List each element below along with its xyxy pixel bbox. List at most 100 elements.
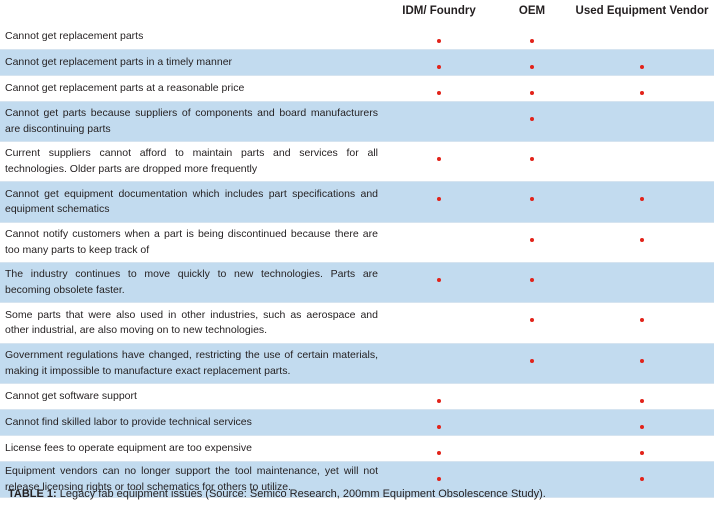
issue-cell: Current suppliers cannot afford to maint… — [0, 141, 384, 182]
table-body: Cannot get replacement parts Cannot get r… — [0, 24, 714, 498]
table-row: Cannot get parts because suppliers of co… — [0, 101, 714, 142]
mark-cell-oem — [494, 49, 570, 76]
mark-cell-oem — [494, 141, 570, 182]
mark-cell-used — [570, 461, 714, 498]
bullet-dot-icon — [437, 451, 441, 455]
mark-cell-used — [570, 222, 714, 263]
issue-cell: Cannot notify customers when a part is b… — [0, 222, 384, 263]
header-issue — [0, 0, 384, 24]
bullet-dot-icon — [437, 425, 441, 429]
bullet-dot-icon — [437, 157, 441, 161]
mark-cell-idm — [384, 409, 494, 436]
table-row: Some parts that were also used in other … — [0, 302, 714, 344]
bullet-dot-icon — [437, 39, 441, 43]
mark-cell-idm — [384, 101, 494, 142]
mark-cell-used — [570, 75, 714, 102]
bullet-dot-icon — [640, 318, 644, 322]
mark-cell-idm — [384, 383, 494, 410]
issue-cell: The industry continues to move quickly t… — [0, 262, 384, 303]
mark-cell-used — [570, 141, 714, 182]
table-row: Government regulations have changed, res… — [0, 343, 714, 384]
issue-cell: Cannot get replacement parts in a timely… — [0, 49, 384, 76]
mark-cell-used — [570, 49, 714, 76]
mark-cell-idm — [384, 75, 494, 102]
mark-cell-oem — [494, 222, 570, 263]
mark-cell-idm — [384, 343, 494, 384]
bullet-dot-icon — [530, 359, 534, 363]
table-row: Cannot get replacement parts in a timely… — [0, 49, 714, 76]
issue-cell: Cannot get replacement parts — [0, 24, 384, 50]
mark-cell-oem — [494, 461, 570, 498]
header-idm-foundry: IDM/ Foundry — [384, 0, 494, 24]
bullet-dot-icon — [530, 278, 534, 282]
bullet-dot-icon — [640, 65, 644, 69]
issue-cell: Some parts that were also used in other … — [0, 302, 384, 344]
mark-cell-oem — [494, 262, 570, 303]
issue-cell: License fees to operate equipment are to… — [0, 435, 384, 462]
issue-cell: Cannot get replacement parts at a reason… — [0, 75, 384, 102]
mark-cell-used — [570, 435, 714, 462]
issue-cell: Equipment vendors can no longer support … — [0, 461, 384, 498]
bullet-dot-icon — [640, 197, 644, 201]
issue-cell: Cannot get equipment documentation which… — [0, 181, 384, 223]
bullet-dot-icon — [640, 451, 644, 455]
bullet-dot-icon — [640, 425, 644, 429]
bullet-dot-icon — [530, 318, 534, 322]
bullet-dot-icon — [640, 359, 644, 363]
bullet-dot-icon — [640, 91, 644, 95]
bullet-dot-icon — [437, 65, 441, 69]
table-row: Cannot get replacement parts at a reason… — [0, 75, 714, 102]
table-row: License fees to operate equipment are to… — [0, 435, 714, 462]
mark-cell-idm — [384, 302, 494, 344]
mark-cell-idm — [384, 141, 494, 182]
header-oem: OEM — [494, 0, 570, 24]
mark-cell-oem — [494, 24, 570, 50]
mark-cell-idm — [384, 49, 494, 76]
issue-cell: Government regulations have changed, res… — [0, 343, 384, 384]
table-header: IDM/ Foundry OEM Used Equipment Vendor — [0, 0, 714, 24]
mark-cell-used — [570, 262, 714, 303]
caption-text: Legacy fab equipment issues (Source: Sem… — [56, 488, 546, 500]
mark-cell-idm — [384, 181, 494, 223]
mark-cell-idm — [384, 222, 494, 263]
mark-cell-idm — [384, 435, 494, 462]
mark-cell-used — [570, 101, 714, 142]
mark-cell-oem — [494, 343, 570, 384]
table-row: Cannot notify customers when a part is b… — [0, 222, 714, 263]
table-row: Cannot get replacement parts — [0, 24, 714, 50]
bullet-dot-icon — [437, 91, 441, 95]
bullet-dot-icon — [530, 197, 534, 201]
mark-cell-oem — [494, 181, 570, 223]
issue-cell: Cannot get software support — [0, 383, 384, 410]
mark-cell-oem — [494, 101, 570, 142]
table-caption: TABLE 1: Legacy fab equipment issues (So… — [8, 488, 546, 500]
bullet-dot-icon — [640, 477, 644, 481]
bullet-dot-icon — [530, 39, 534, 43]
bullet-dot-icon — [530, 238, 534, 242]
mark-cell-idm — [384, 24, 494, 50]
bullet-dot-icon — [437, 477, 441, 481]
issue-cell: Cannot find skilled labor to provide tec… — [0, 409, 384, 436]
mark-cell-oem — [494, 409, 570, 436]
bullet-dot-icon — [530, 157, 534, 161]
mark-cell-idm — [384, 262, 494, 303]
table-row: Current suppliers cannot afford to maint… — [0, 141, 714, 182]
bullet-dot-icon — [437, 197, 441, 201]
mark-cell-oem — [494, 302, 570, 344]
table-row: Cannot find skilled labor to provide tec… — [0, 409, 714, 436]
bullet-dot-icon — [437, 278, 441, 282]
bullet-dot-icon — [640, 399, 644, 403]
bullet-dot-icon — [640, 238, 644, 242]
mark-cell-used — [570, 383, 714, 410]
table-row: Cannot get software support — [0, 383, 714, 410]
mark-cell-used — [570, 343, 714, 384]
bullet-dot-icon — [437, 399, 441, 403]
issues-table: IDM/ Foundry OEM Used Equipment Vendor C… — [0, 0, 714, 498]
mark-cell-used — [570, 24, 714, 50]
mark-cell-used — [570, 181, 714, 223]
mark-cell-oem — [494, 435, 570, 462]
bullet-dot-icon — [530, 91, 534, 95]
mark-cell-used — [570, 409, 714, 436]
header-row: IDM/ Foundry OEM Used Equipment Vendor — [0, 0, 714, 24]
mark-cell-oem — [494, 383, 570, 410]
